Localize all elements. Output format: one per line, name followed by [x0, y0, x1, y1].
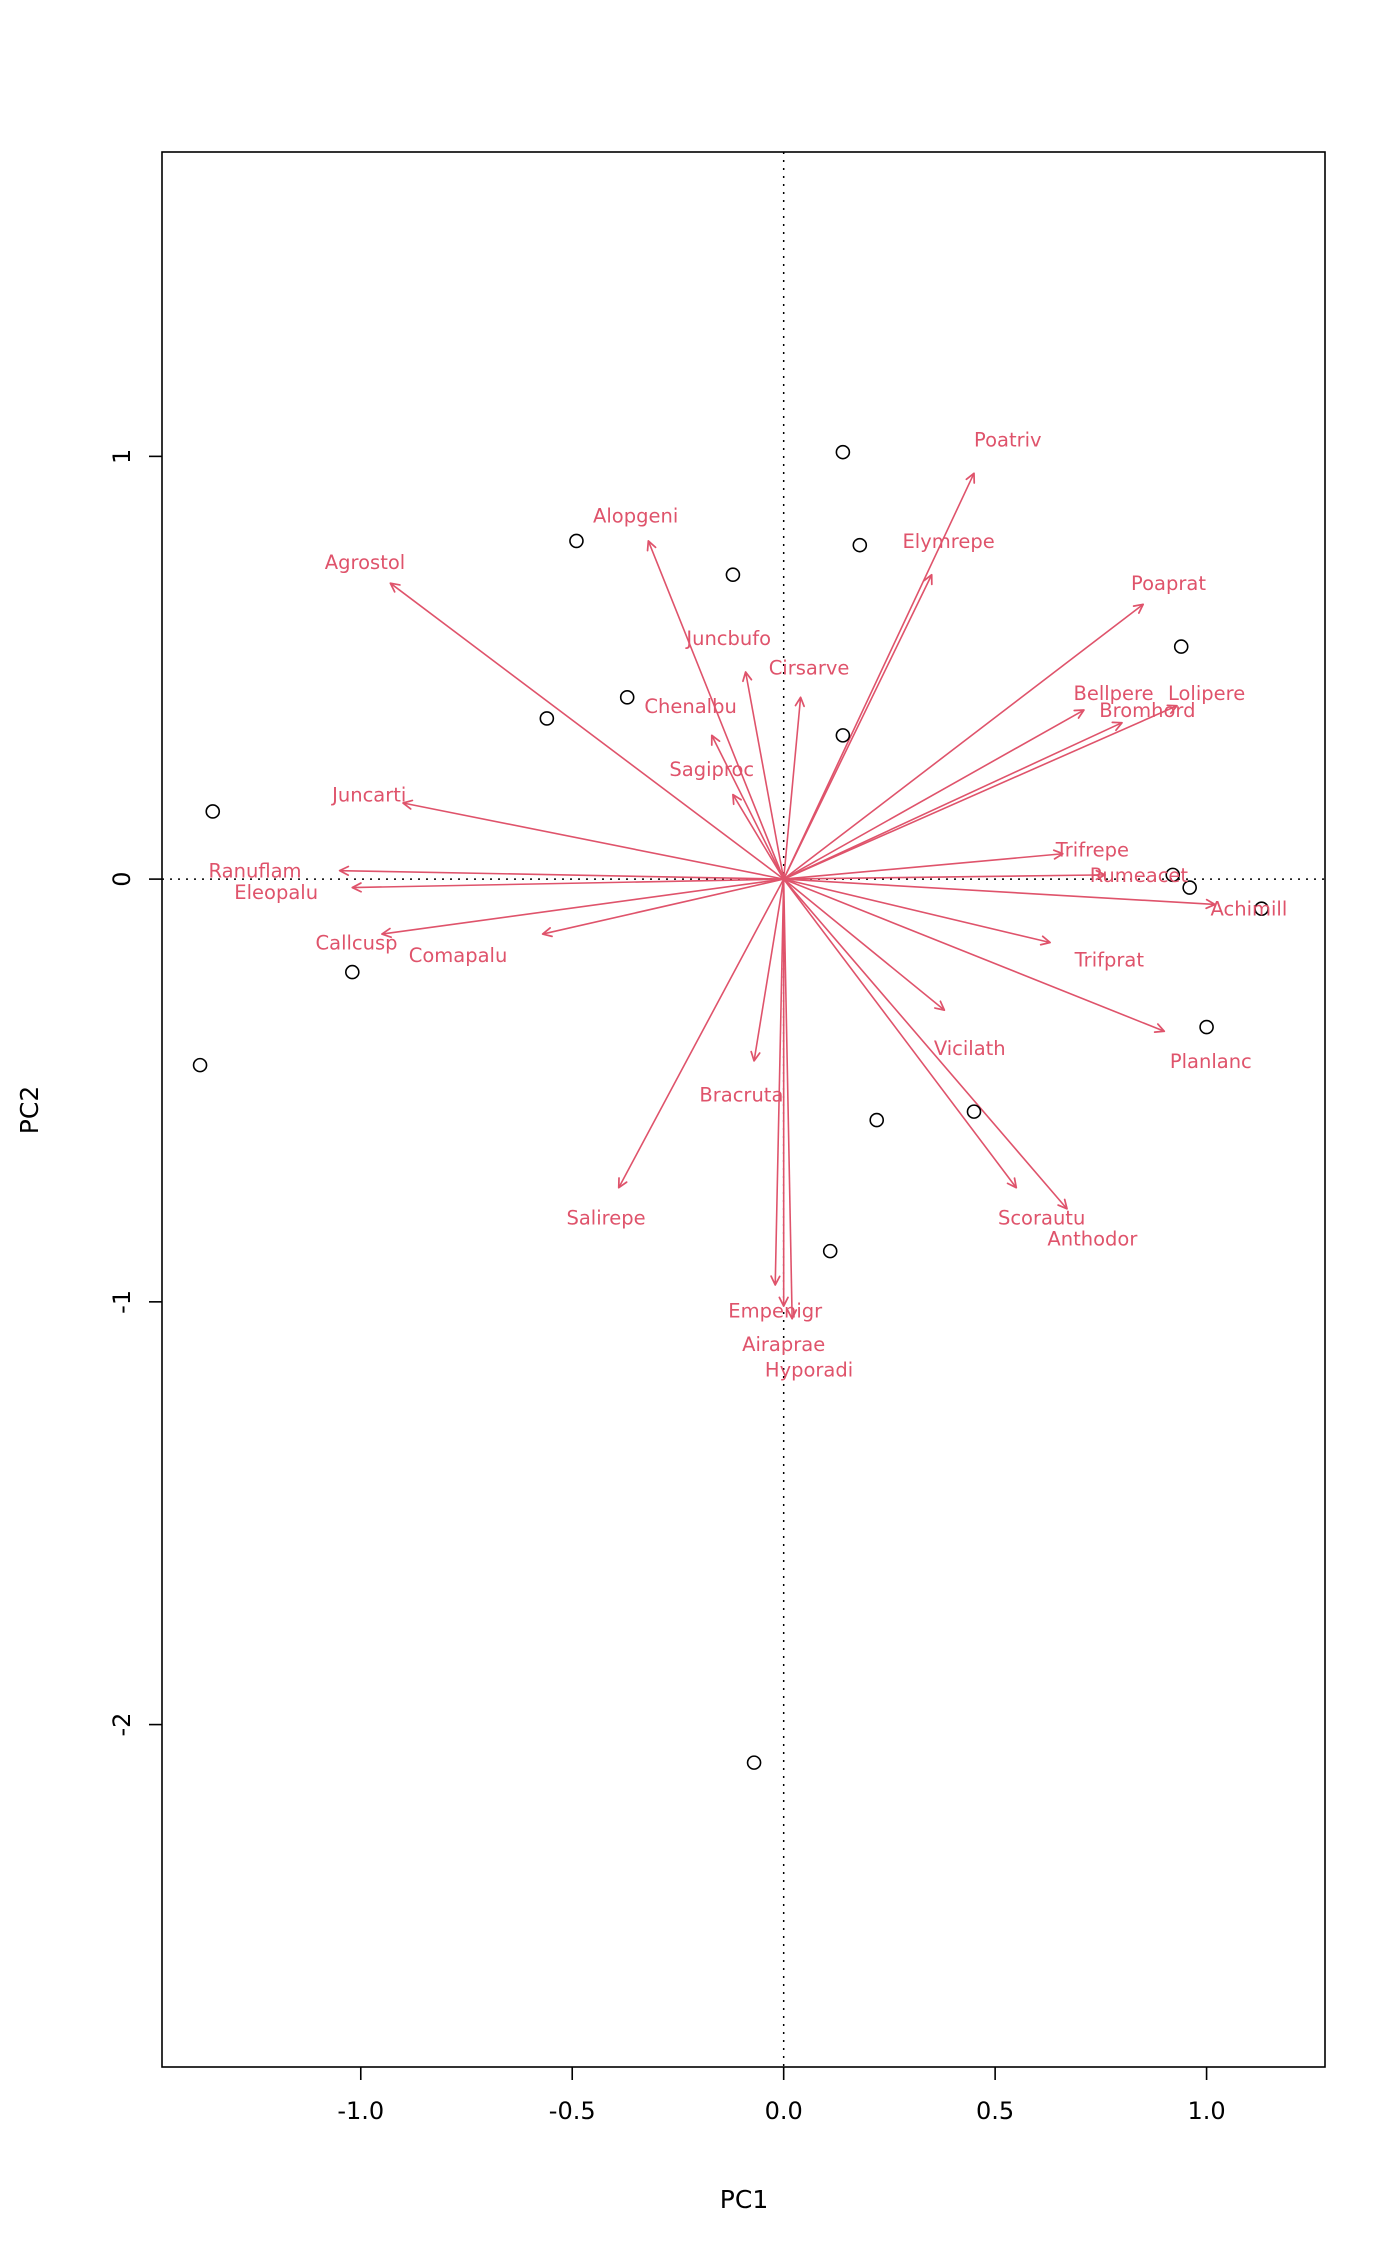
species-label-lolipere: Lolipere [1168, 682, 1245, 705]
x-tick-label: 0.0 [765, 2097, 803, 2125]
species-label-achimill: Achimill [1211, 898, 1288, 921]
species-label-anthodor: Anthodor [1047, 1227, 1138, 1250]
species-arrow-eleopalu [351, 878, 784, 893]
species-arrow-trifrepe [783, 849, 1064, 880]
site-point [725, 567, 741, 583]
species-label-trifrepe: Trifrepe [1055, 839, 1129, 862]
species-arrow-alopgeni [646, 540, 785, 880]
site-point [966, 1104, 982, 1119]
species-label-scorautu: Scorautu [998, 1206, 1085, 1229]
species-arrow-empenigr [770, 879, 785, 1286]
species-arrow-vicilath [783, 878, 946, 1012]
axes: -1.0 -0.5 0.0 0.5 1.0 -2 -1 0 1 [108, 151, 1326, 2125]
species-label-vicilath: Vicilath [934, 1037, 1006, 1060]
species-label-callcusp: Callcusp [316, 932, 398, 955]
species-arrow-ranuflam [338, 865, 784, 880]
site-point [746, 1755, 762, 1770]
species-arrow-juncbufo [742, 671, 785, 880]
species-arrow-chenalbu [710, 734, 785, 880]
species-arrow-bellpere [783, 709, 1085, 880]
species-arrow-scorautu [783, 878, 1018, 1189]
site-point [569, 533, 584, 549]
species-label-bellpere: Bellpere [1073, 682, 1153, 705]
site-point [192, 1057, 208, 1073]
plot-border [161, 151, 1326, 2068]
species-label-bracruta: Bracruta [699, 1084, 783, 1107]
species-label-poatriv: Poatriv [974, 428, 1042, 451]
species-labels: Poatriv Elymrepe Alopgeni Agrostol Poaprat Ju… [209, 428, 1288, 1381]
species-arrow-hyporadi [782, 879, 798, 1320]
species-arrow-agrostol [389, 582, 785, 880]
y-tick-label: 0 [108, 871, 136, 886]
species-label-salirepe: Salirepe [566, 1206, 645, 1229]
x-tick-label: 1.0 [1187, 2097, 1225, 2125]
species-arrow-comapalu [541, 878, 784, 938]
site-point [619, 690, 635, 705]
species-label-trifprat: Trifprat [1074, 948, 1145, 971]
species-label-elymrepe: Elymrepe [902, 530, 994, 553]
species-label-alopgeni: Alopgeni [593, 505, 678, 528]
site-point [1254, 901, 1269, 916]
species-arrow-salirepe [617, 878, 785, 1189]
species-label-juncbufo: Juncbufo [684, 627, 771, 650]
species-label-ranuflam: Ranuflam [209, 860, 302, 883]
species-label-empenigr: Empenigr [728, 1299, 823, 1322]
species-arrow-lolipere [783, 704, 1178, 880]
species-arrow-callcusp [381, 878, 784, 939]
x-axis-title: PC1 [720, 2185, 768, 2214]
y-tick-label: 1 [108, 449, 136, 464]
species-label-eleopalu: Eleopalu [234, 881, 318, 904]
species-label-planlanc: Planlanc [1170, 1050, 1252, 1073]
species-arrow-achimill [783, 878, 1216, 910]
species-label-rumeacet: Rumeacet [1090, 864, 1189, 887]
species-label-airaprae: Airaprae [742, 1333, 825, 1356]
x-tick-label: -0.5 [549, 2097, 596, 2125]
site-point [539, 711, 555, 726]
y-tick-label: -2 [108, 1713, 136, 1737]
y-tick-label: -1 [108, 1290, 136, 1314]
y-axis-title: PC2 [15, 1086, 44, 1134]
zero-reference-lines [162, 152, 1325, 2067]
site-point [835, 728, 851, 743]
species-arrow-planlanc [783, 878, 1166, 1033]
species-arrow-cirsarve [782, 696, 805, 880]
species-label-chenalbu: Chenalbu [644, 695, 736, 718]
species-arrow-bromhord [783, 721, 1123, 880]
species-arrow-sagiproc [732, 793, 785, 880]
site-point [822, 1243, 838, 1259]
species-arrow-trifprat [783, 878, 1051, 946]
site-point [205, 804, 221, 819]
species-label-poaprat: Poaprat [1131, 572, 1206, 595]
site-point [1165, 867, 1181, 883]
species-arrow-rumeacet [783, 869, 1106, 881]
site-point [1173, 639, 1189, 654]
species-arrow-anthodor [783, 878, 1068, 1210]
site-point [835, 444, 851, 460]
site-point [1182, 880, 1197, 895]
species-arrow-juncarti [402, 799, 784, 880]
species-label-cirsarve: Cirsarve [769, 657, 850, 680]
species-label-agrostol: Agrostol [325, 551, 405, 574]
site-point [1199, 1019, 1214, 1035]
site-point [852, 537, 868, 553]
site-point [345, 964, 360, 980]
species-arrow-poatriv [782, 472, 976, 880]
x-tick-label: -1.0 [337, 2097, 384, 2125]
site-point [869, 1112, 885, 1128]
species-arrows [338, 472, 1216, 1320]
x-tick-label: 0.5 [976, 2097, 1014, 2125]
species-label-juncarti: Juncarti [330, 784, 406, 807]
species-label-hyporadi: Hyporadi [765, 1358, 853, 1381]
species-arrow-bracruta [750, 878, 785, 1062]
species-label-sagiproc: Sagiproc [669, 758, 754, 781]
species-arrow-elymrepe [782, 573, 933, 880]
species-label-comapalu: Comapalu [409, 944, 508, 967]
species-label-bromhord: Bromhord [1099, 699, 1195, 722]
site-points [192, 444, 1269, 1770]
species-arrow-poaprat [783, 603, 1145, 880]
